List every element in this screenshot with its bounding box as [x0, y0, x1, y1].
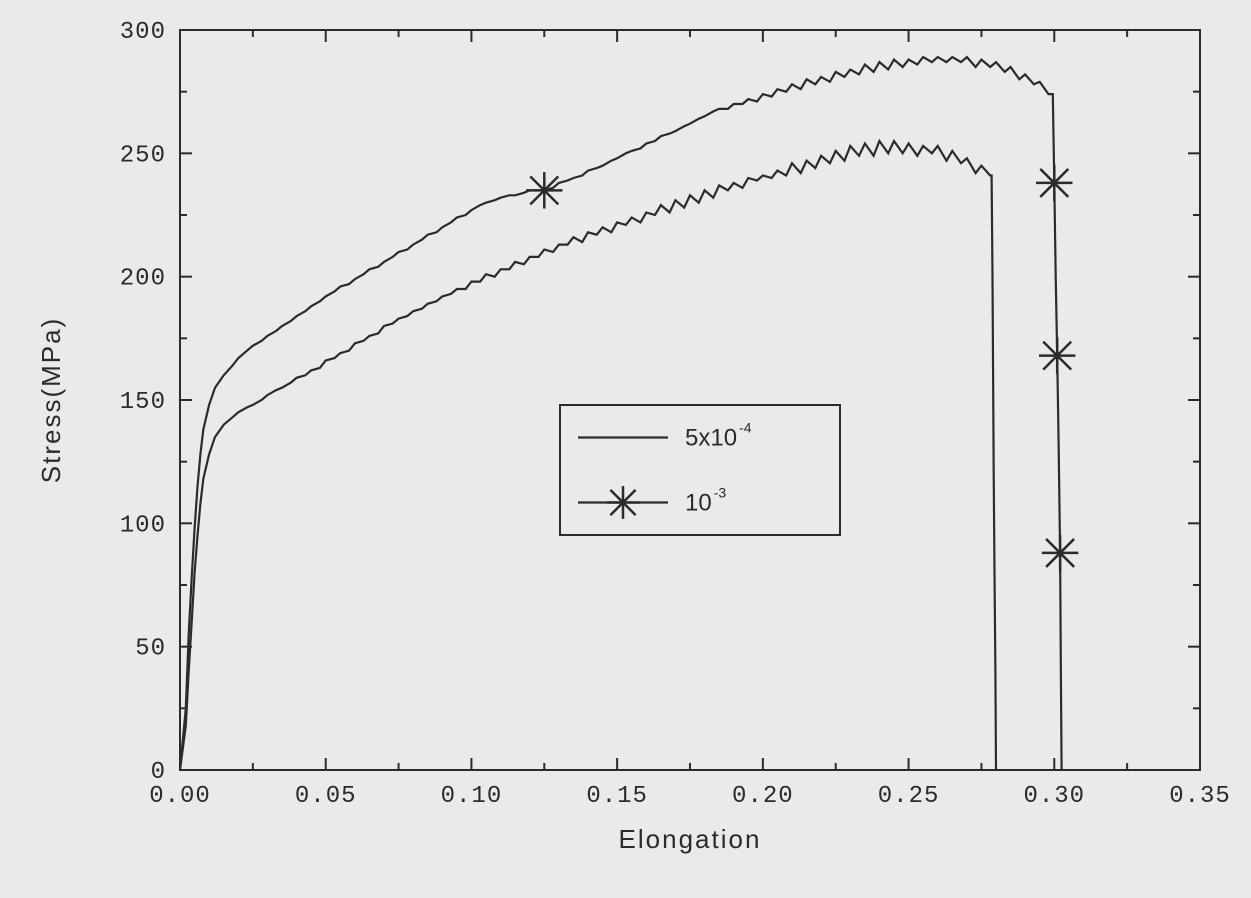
stress-elongation-chart: 0.00 0.05 0.10 0.15 0.20 0.25 0.30 0.35 0 50 100 15…: [0, 0, 1251, 898]
y-tick-label: 300: [120, 19, 166, 46]
chart-svg: 0.00 0.05 0.10 0.15 0.20 0.25 0.30 0.35 0 50 100 15…: [0, 0, 1251, 898]
x-tick-label: 0.15: [586, 783, 648, 810]
x-tick-label: 0.35: [1169, 783, 1231, 810]
y-tick-label: 100: [120, 512, 166, 539]
x-tick-label: 0.00: [149, 783, 211, 810]
x-tick-label: 0.05: [295, 783, 357, 810]
y-tick-label: 0: [151, 759, 166, 786]
y-axis-label: Stress(MPa): [36, 317, 66, 483]
y-tick-label: 150: [120, 389, 166, 416]
y-tick-label: 250: [120, 142, 166, 169]
y-tick-label: 200: [120, 266, 166, 293]
x-tick-label: 0.20: [732, 783, 794, 810]
x-tick-label: 0.25: [878, 783, 940, 810]
x-tick-label: 0.30: [1023, 783, 1085, 810]
x-tick-label: 0.10: [441, 783, 503, 810]
x-axis-label: Elongation: [619, 824, 762, 854]
y-tick-label: 50: [135, 636, 166, 663]
